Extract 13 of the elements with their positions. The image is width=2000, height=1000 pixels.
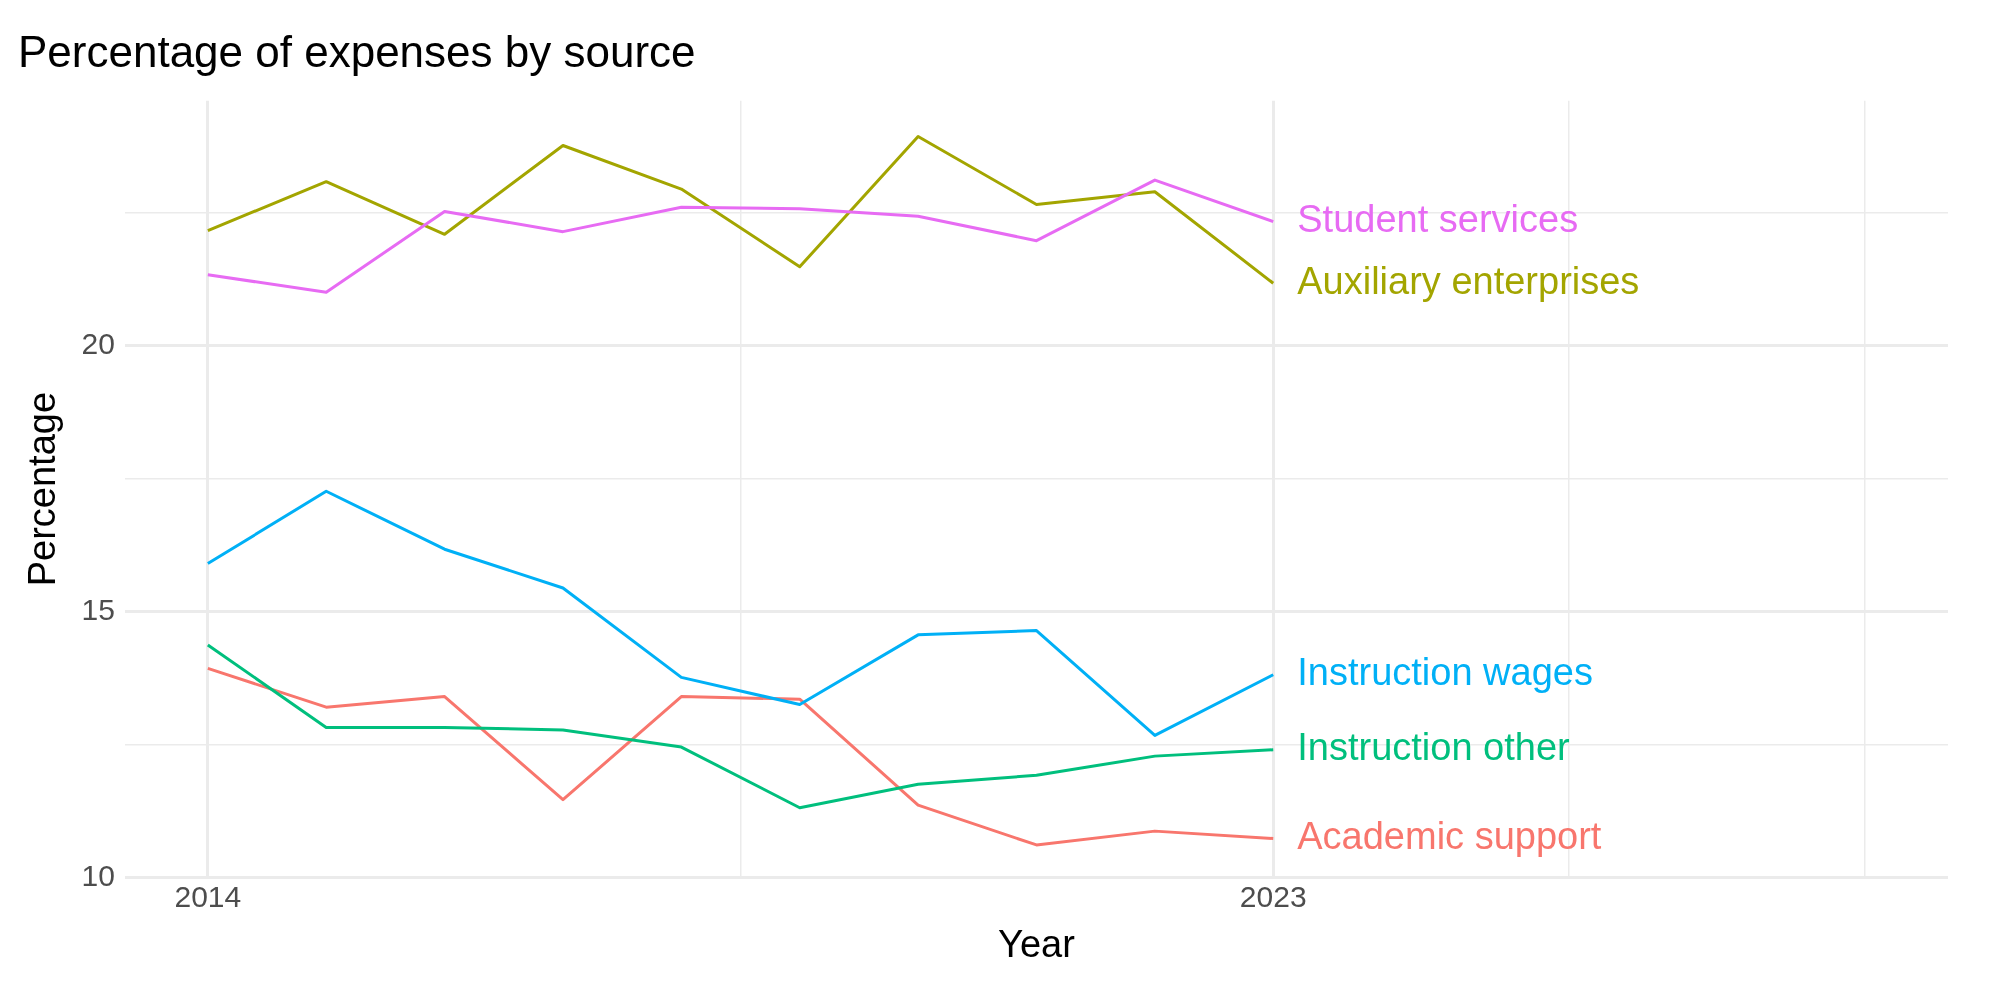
y-tick-label: 20 [81, 326, 115, 360]
series-label: Auxiliary enterprises [1297, 259, 1640, 302]
series-label: Student services [1297, 198, 1579, 241]
y-tick-label: 15 [81, 592, 115, 626]
y-tick-label: 10 [81, 858, 115, 892]
series-label: Academic support [1297, 815, 1602, 858]
series-label: Instruction other [1297, 726, 1571, 769]
series-label: Instruction wages [1297, 651, 1593, 694]
x-axis-title: Year [998, 922, 1076, 965]
y-axis-title: Percentage [21, 391, 64, 587]
x-tick-label: 2014 [174, 879, 242, 913]
chart-title: Percentage of expenses by source [18, 26, 696, 76]
x-tick-label: 2023 [1239, 879, 1307, 913]
